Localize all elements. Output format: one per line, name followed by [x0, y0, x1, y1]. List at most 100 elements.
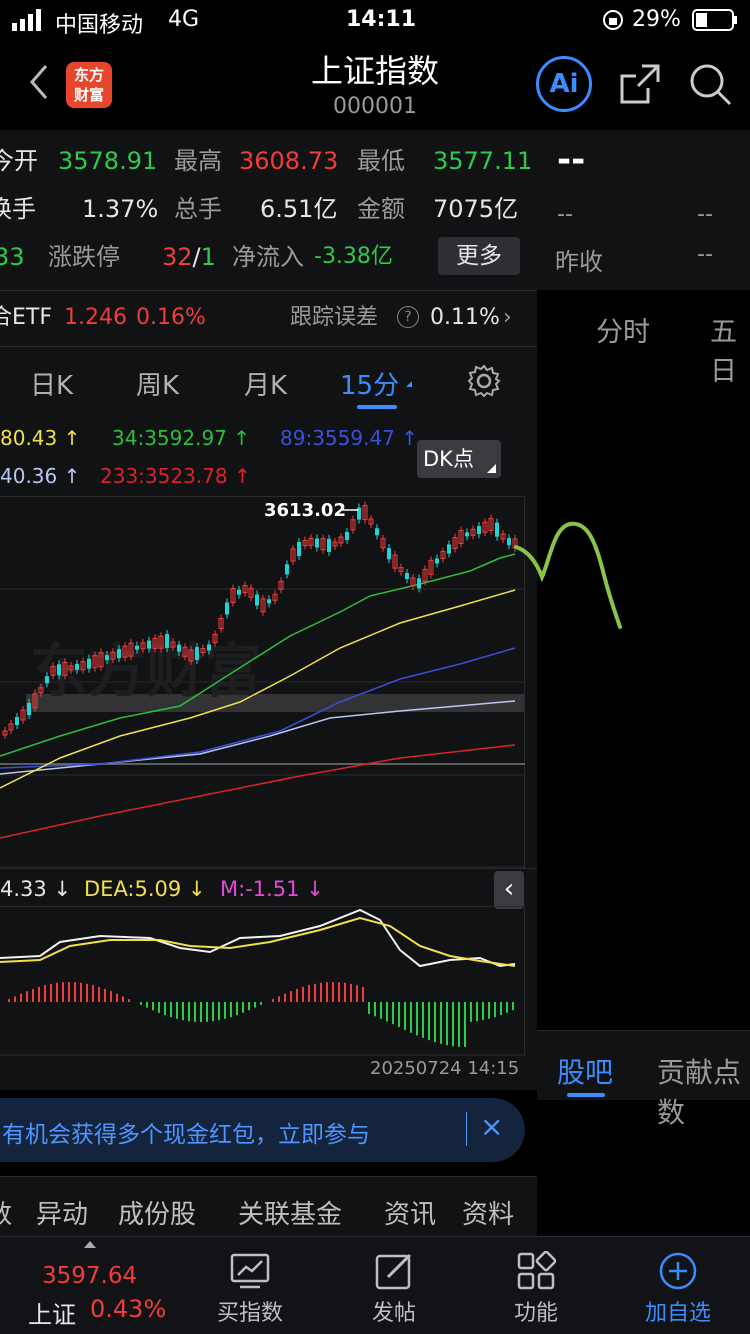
next-stock-panel: -- -- -- 昨收 --	[537, 130, 750, 290]
tab-monthly[interactable]: 月K	[244, 371, 288, 401]
next-value-2: --	[697, 202, 713, 227]
amount-label: 金额	[357, 195, 405, 223]
candle-body	[435, 558, 439, 564]
candle-body	[195, 647, 199, 660]
more-button[interactable]: 更多	[438, 237, 520, 275]
up-arrow-icon: ↑	[63, 464, 81, 488]
turnover-label: 换手	[0, 195, 36, 223]
prev-close-label: 昨收	[555, 248, 603, 276]
open-value: 3578.91	[58, 147, 158, 175]
app-logo[interactable]: 东方 财富	[66, 62, 112, 108]
tab-related-funds[interactable]: 关联基金	[238, 1200, 343, 1230]
tracking-error-label: 跟踪误差	[290, 305, 379, 330]
ai-assistant-button[interactable]: Ai	[536, 56, 592, 112]
candle-body	[177, 644, 181, 652]
function-button[interactable]: 功能	[476, 1243, 596, 1327]
buy-index-button[interactable]: 买指数	[190, 1243, 310, 1327]
index-change: 0.43%	[90, 1295, 167, 1323]
candle-body	[105, 655, 109, 661]
dk-point-button[interactable]: DK点	[417, 440, 501, 478]
add-watchlist-label: 加自选	[644, 1301, 711, 1326]
add-watchlist-button[interactable]: 加自选	[618, 1243, 738, 1327]
candle-body	[20, 709, 26, 721]
candlestick-chart[interactable]: 东方财富 3613.02	[0, 496, 537, 868]
candle-body	[332, 541, 338, 547]
candle-body	[410, 577, 416, 587]
tab-partial[interactable]: 数	[0, 1194, 12, 1231]
netflow-value: -3.38亿	[314, 244, 393, 269]
turnover-value: 1.37%	[82, 195, 159, 223]
battery-icon	[692, 9, 738, 37]
candle-body	[170, 641, 176, 648]
candle-body	[182, 646, 188, 657]
tab-15min[interactable]: 15分	[340, 371, 400, 401]
candle-body	[218, 618, 224, 629]
back-icon[interactable]	[24, 62, 54, 106]
active-tab-underline	[357, 405, 397, 409]
candle-body	[50, 665, 56, 676]
macd-chart[interactable]	[0, 906, 537, 1056]
ma89-line	[0, 647, 516, 769]
ma233-line	[0, 744, 516, 839]
netflow-label: 净流入	[232, 243, 304, 271]
candle-body	[92, 655, 98, 669]
settings-gear-icon[interactable]	[466, 363, 502, 403]
tab-contribution[interactable]: 贡献点数	[657, 1056, 742, 1129]
amount-value: 7075亿	[433, 195, 519, 223]
tab-daily[interactable]: 日K	[30, 371, 74, 401]
tab-abnormal[interactable]: 异动	[36, 1200, 89, 1230]
candle-body	[225, 602, 229, 615]
candle-body	[272, 593, 278, 601]
tab-stock-forum[interactable]: 股吧	[557, 1056, 614, 1089]
quote-row-2: 换手 1.37% 总手 6.51亿 金额 7075亿	[0, 185, 537, 233]
etf-row[interactable]: 合ETF 1.246 0.16% 跟踪误差 ? 0.11% ›	[0, 294, 537, 342]
candle-body	[15, 717, 19, 725]
limit-down-count: 1	[200, 243, 216, 271]
candle-body	[152, 637, 158, 649]
ma-lines	[0, 553, 516, 839]
candle-body	[500, 533, 506, 540]
candle-body	[147, 640, 151, 649]
candle-body	[482, 521, 488, 533]
post-label: 发帖	[371, 1301, 416, 1326]
tab-components[interactable]: 成份股	[118, 1200, 197, 1230]
candle-body	[362, 505, 368, 520]
next-value-1: --	[557, 202, 573, 227]
ma-legend: 80.43 ↑ 34:3592.97 ↑ 89:3559.47 ↑ 40.36 …	[0, 420, 537, 495]
close-icon[interactable]: ×	[480, 1110, 504, 1143]
candle-body	[260, 598, 266, 613]
help-icon[interactable]: ?	[397, 306, 419, 328]
tab-five-day[interactable]: 五日	[710, 317, 737, 387]
candle-body	[440, 551, 446, 559]
tab-weekly[interactable]: 周K	[136, 371, 180, 401]
high-label: 最高	[174, 147, 222, 175]
tab-intraday[interactable]: 分时	[596, 317, 650, 348]
post-button[interactable]: 发帖	[334, 1243, 454, 1327]
tab-profile[interactable]: 资料	[462, 1200, 515, 1230]
down-arrow-icon: ↓	[306, 877, 324, 901]
clock: 14:11	[346, 7, 417, 32]
battery-percent: 29%	[632, 7, 681, 32]
candle-body	[80, 661, 86, 671]
candle-body	[255, 594, 259, 606]
high-value: 3608.73	[239, 147, 339, 175]
index-value: 3597.64	[42, 1263, 138, 1289]
prev-close-value: --	[697, 242, 713, 267]
collapse-chevron-icon[interactable]: ‹	[494, 871, 524, 909]
index-ticker[interactable]: 3597.64 上证 0.43%	[0, 1237, 180, 1334]
candle-body	[290, 548, 296, 562]
low-label: 最低	[357, 147, 405, 175]
share-icon[interactable]	[618, 62, 662, 110]
low-value: 3577.11	[433, 147, 533, 175]
section-tabs: 数 异动 成份股 关联基金 资讯 资料	[0, 1176, 537, 1236]
up-arrow-icon: ↑	[63, 426, 81, 450]
promo-banner[interactable]: 有机会获得多个现金红包，立即参与 ×	[0, 1098, 525, 1162]
search-icon[interactable]	[688, 62, 732, 110]
index-name: 上证	[28, 1301, 76, 1329]
candle-body	[488, 517, 494, 531]
tab-news[interactable]: 资讯	[384, 1200, 437, 1230]
candle-body	[380, 538, 386, 549]
open-label: 今开	[0, 147, 38, 175]
corner-triangle-icon	[487, 464, 496, 473]
candle-body	[452, 537, 458, 549]
